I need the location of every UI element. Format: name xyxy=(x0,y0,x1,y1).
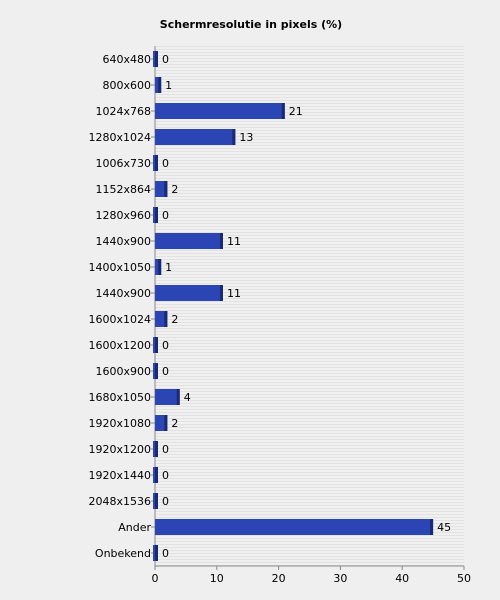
value-label: 0 xyxy=(162,339,169,352)
value-label: 4 xyxy=(184,391,191,404)
bar xyxy=(155,311,168,327)
bar xyxy=(155,389,180,405)
value-label: 1 xyxy=(165,261,172,274)
category-label: Ander xyxy=(118,521,151,534)
bar xyxy=(155,129,236,145)
category-label: Onbekend xyxy=(95,547,151,560)
category-label: 1680x1050 xyxy=(89,391,152,404)
category-label: 1920x1080 xyxy=(89,417,152,430)
chart-title: Schermresolutie in pixels (%) xyxy=(160,18,342,31)
category-label: 1920x1440 xyxy=(89,469,152,482)
bar xyxy=(155,415,168,431)
bar-edge xyxy=(155,155,158,171)
category-label: 640x480 xyxy=(102,53,151,66)
bar-edge xyxy=(155,337,158,353)
value-label: 1 xyxy=(165,79,172,92)
category-label: 2048x1536 xyxy=(89,495,152,508)
category-label: 1280x1024 xyxy=(89,131,152,144)
bar xyxy=(155,259,162,275)
value-label: 45 xyxy=(437,521,451,534)
value-label: 2 xyxy=(171,183,178,196)
value-label: 2 xyxy=(171,313,178,326)
x-tick-label: 0 xyxy=(152,572,159,585)
category-label: 1600x1024 xyxy=(89,313,152,326)
bar xyxy=(155,103,285,119)
x-tick-label: 50 xyxy=(457,572,471,585)
bar-edge xyxy=(164,311,168,327)
value-label: 0 xyxy=(162,443,169,456)
bar-edge xyxy=(158,259,162,275)
bar-edge xyxy=(281,103,285,119)
bar-edge xyxy=(155,545,158,561)
value-label: 0 xyxy=(162,365,169,378)
bar xyxy=(155,519,434,535)
bar-edge xyxy=(155,493,158,509)
bar-edge xyxy=(155,441,158,457)
x-tick-label: 10 xyxy=(210,572,224,585)
category-label: 1920x1200 xyxy=(89,443,152,456)
bar xyxy=(155,181,168,197)
value-label: 0 xyxy=(162,469,169,482)
bar xyxy=(155,77,162,93)
x-tick-label: 40 xyxy=(395,572,409,585)
bar-edge xyxy=(219,285,223,301)
bar-edge xyxy=(430,519,434,535)
bar-edge xyxy=(176,389,180,405)
bar-edge xyxy=(155,467,158,483)
x-tick-label: 20 xyxy=(272,572,286,585)
category-label: 1440x900 xyxy=(96,287,152,300)
bar-edge xyxy=(155,207,158,223)
value-label: 13 xyxy=(239,131,253,144)
value-label: 0 xyxy=(162,495,169,508)
category-label: 1280x960 xyxy=(96,209,152,222)
category-label: 1440x900 xyxy=(96,235,152,248)
category-label: 1600x900 xyxy=(96,365,152,378)
bar-edge xyxy=(232,129,236,145)
category-label: 1024x768 xyxy=(96,105,152,118)
bar-edge xyxy=(158,77,162,93)
category-label: 1400x1050 xyxy=(89,261,152,274)
value-label: 21 xyxy=(289,105,303,118)
value-label: 0 xyxy=(162,157,169,170)
bar-edge xyxy=(219,233,223,249)
x-tick-label: 30 xyxy=(333,572,347,585)
value-label: 0 xyxy=(162,547,169,560)
category-label: 1152x864 xyxy=(96,183,152,196)
category-label: 1600x1200 xyxy=(89,339,152,352)
bar-edge xyxy=(164,181,168,197)
value-label: 11 xyxy=(227,235,241,248)
value-label: 0 xyxy=(162,53,169,66)
bar-edge xyxy=(155,363,158,379)
value-label: 11 xyxy=(227,287,241,300)
value-label: 2 xyxy=(171,417,178,430)
bar xyxy=(155,233,223,249)
bar-edge xyxy=(155,51,158,67)
value-label: 0 xyxy=(162,209,169,222)
category-label: 1006x730 xyxy=(96,157,152,170)
bar-edge xyxy=(164,415,168,431)
category-label: 800x600 xyxy=(102,79,151,92)
bar xyxy=(155,285,223,301)
